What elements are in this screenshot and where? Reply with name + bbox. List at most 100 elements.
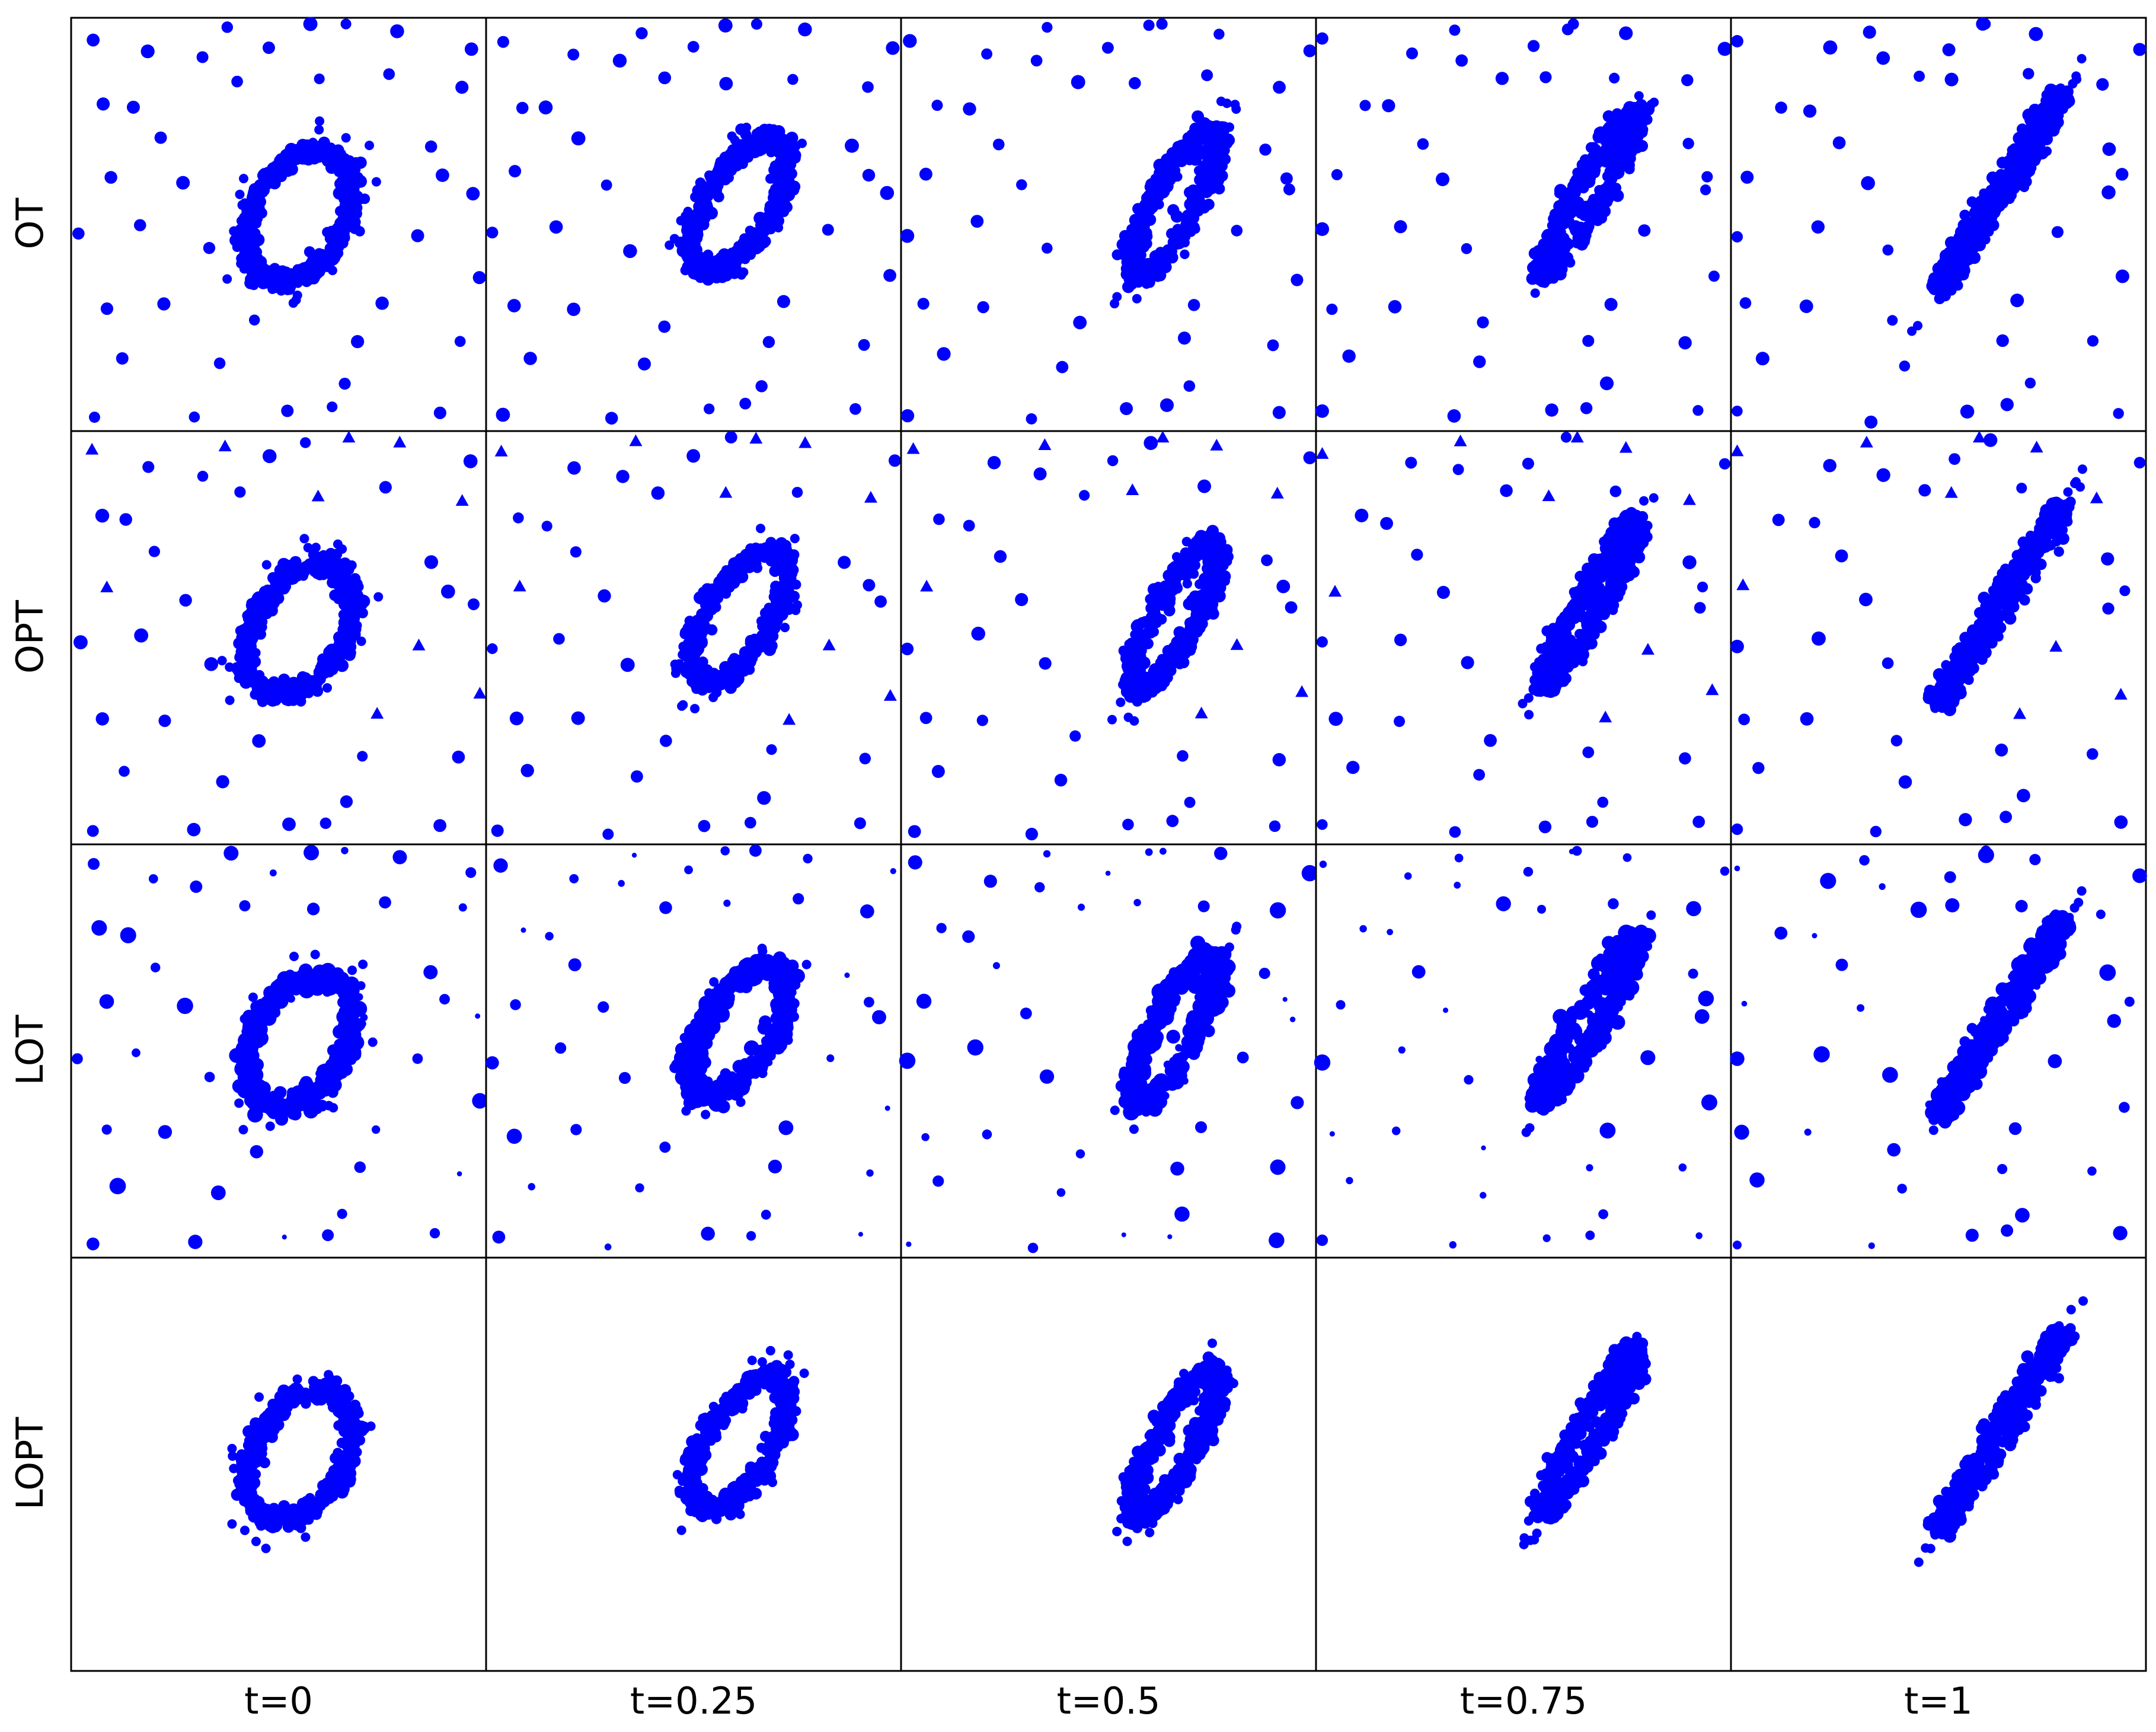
outlier-point xyxy=(140,44,155,59)
near-ring-point xyxy=(727,131,737,141)
ring-point xyxy=(1165,171,1177,183)
outlier-point xyxy=(1272,753,1286,767)
near-ring-point xyxy=(1110,299,1120,309)
outlier-point xyxy=(87,825,99,837)
outlier-point xyxy=(327,401,338,413)
ring-point xyxy=(315,263,327,275)
ring-point xyxy=(1180,249,1190,260)
outlier-point xyxy=(455,81,469,94)
outlier-point xyxy=(1473,355,1486,368)
ring-point xyxy=(1148,270,1158,280)
ring-point xyxy=(2047,118,2060,131)
near-ring-point xyxy=(1225,122,1235,132)
outlier-point xyxy=(497,36,509,48)
ring-point xyxy=(1175,155,1188,167)
outlier-point xyxy=(1452,464,1464,476)
outlier-point xyxy=(863,579,876,592)
near-ring-point xyxy=(1544,231,1554,241)
ring-point xyxy=(1126,273,1138,284)
outlier-point xyxy=(282,817,296,831)
outlier-point xyxy=(567,461,581,475)
outlier-point xyxy=(686,449,701,463)
near-ring-point xyxy=(1994,173,2004,183)
ring-point xyxy=(1120,242,1133,255)
outlier-point xyxy=(889,454,901,467)
outlier-point xyxy=(992,138,1005,151)
outlier-point xyxy=(1682,138,1694,149)
outlier-point xyxy=(2087,335,2099,347)
near-ring-point xyxy=(669,234,679,244)
ring-point xyxy=(338,586,350,598)
ring-point xyxy=(692,659,705,671)
outlier-point xyxy=(1069,730,1081,742)
outlier-point xyxy=(96,97,110,111)
ring-point xyxy=(1959,209,1970,221)
outlier-point xyxy=(744,816,756,829)
ring-point xyxy=(1990,193,2000,203)
ring-point xyxy=(2019,130,2032,143)
outlier-point xyxy=(87,33,100,47)
outlier-point xyxy=(1681,74,1694,87)
outlier-point xyxy=(1899,361,1911,372)
outlier-point xyxy=(1039,657,1052,670)
near-ring-point xyxy=(665,240,675,250)
outlier-point xyxy=(1122,818,1134,831)
ring-point xyxy=(1554,188,1564,199)
outlier-point xyxy=(197,470,209,482)
outlier-point xyxy=(602,828,614,840)
ring-point xyxy=(243,613,254,623)
ring-point xyxy=(298,566,310,579)
ring-point xyxy=(695,593,707,605)
ring-point xyxy=(1126,257,1138,268)
panel-ot-3 xyxy=(1315,17,1732,432)
outlier-point xyxy=(886,41,900,55)
outlier-point xyxy=(1388,300,1402,314)
near-ring-point xyxy=(1190,537,1200,547)
outlier-point xyxy=(1326,304,1338,315)
outlier-point xyxy=(2010,294,2024,308)
ring-point xyxy=(338,625,348,635)
ring-point xyxy=(1139,213,1153,227)
ring-point xyxy=(737,664,750,677)
ring-point xyxy=(723,666,736,679)
ring-point xyxy=(352,594,363,605)
outlier-point xyxy=(1025,828,1039,841)
ring-point xyxy=(239,238,253,251)
outlier-point xyxy=(1166,815,1179,827)
outlier-point xyxy=(757,791,771,805)
ring-point xyxy=(763,615,775,627)
ring-point xyxy=(1176,142,1189,155)
outlier-point xyxy=(1944,72,1959,87)
near-ring-point xyxy=(2058,97,2068,107)
ring-point xyxy=(326,556,340,570)
outlier-point xyxy=(1732,406,1743,417)
ring-point xyxy=(1181,537,1192,547)
outlier-point xyxy=(466,187,480,201)
outlier-point xyxy=(1638,224,1651,237)
near-ring-point xyxy=(1539,278,1550,288)
outlier-point xyxy=(523,352,537,365)
panel-opt-3 xyxy=(1315,430,1732,846)
ring-point xyxy=(257,169,270,182)
outlier-point xyxy=(1394,220,1407,234)
ring-point xyxy=(710,671,721,683)
near-ring-point xyxy=(2077,54,2087,64)
near-ring-point xyxy=(2071,71,2081,81)
near-ring-point xyxy=(1530,288,1540,298)
ring-point xyxy=(1192,548,1205,561)
outlier-point xyxy=(142,461,155,473)
ring-point xyxy=(1938,283,1951,296)
outlier-point xyxy=(507,299,521,312)
outlier-point xyxy=(1342,349,1356,363)
near-ring-point xyxy=(1634,91,1644,101)
outlier-point xyxy=(390,24,404,39)
outlier-point xyxy=(2051,226,2064,238)
ring-point xyxy=(329,145,339,155)
outlier-point xyxy=(1359,100,1371,111)
outlier-point xyxy=(1449,826,1461,838)
outlier-point xyxy=(1016,179,1027,190)
ring-point xyxy=(1611,189,1624,202)
outlier-point xyxy=(1731,231,1743,243)
near-ring-point xyxy=(1547,221,1557,231)
near-ring-point xyxy=(356,636,366,646)
